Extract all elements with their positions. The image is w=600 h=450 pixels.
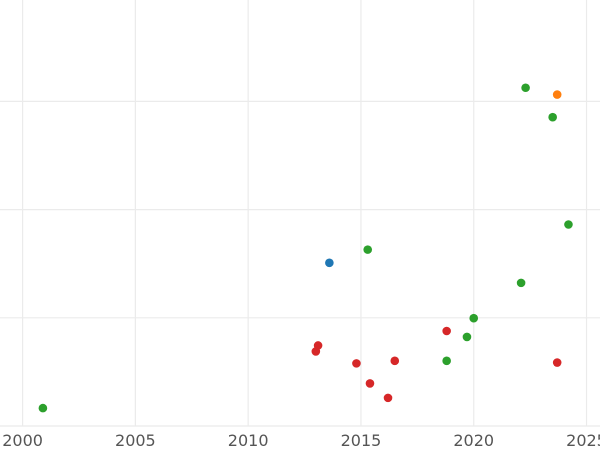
data-point-s1-3 [365, 379, 375, 388]
x-tick-label-2015: 2015 [341, 431, 382, 450]
data-point-s1-6 [442, 326, 451, 336]
data-point-s1-4 [383, 393, 393, 403]
data-point-s0-0 [38, 403, 48, 413]
data-point-s1-5 [390, 356, 400, 366]
data-point-s0-7 [548, 112, 557, 122]
data-point-s0-4 [469, 313, 479, 323]
data-point-s1-1 [313, 341, 323, 350]
data-point-s0-8 [564, 220, 573, 229]
data-point-s3-0 [552, 90, 562, 99]
x-tick-label-2025: 2025 [566, 431, 600, 450]
data-points [38, 83, 573, 413]
x-tick-label-2005: 2005 [115, 431, 156, 450]
x-tick-label-2000: 2000 [2, 431, 43, 450]
x-tick-labels: 2000 2005 2010 2015 2020 2025 [2, 431, 600, 450]
gridlines [0, 0, 600, 427]
data-point-s0-5 [516, 278, 526, 288]
data-point-s0-1 [363, 245, 373, 254]
data-point-s0-6 [521, 83, 530, 93]
data-point-s1-7 [552, 358, 562, 367]
x-tick-label-2010: 2010 [228, 431, 269, 450]
data-point-s0-2 [442, 356, 451, 366]
data-point-s0-3 [462, 332, 472, 342]
x-tick-label-2020: 2020 [453, 431, 494, 450]
data-point-s1-2 [352, 359, 361, 368]
data-point-s2-0 [325, 258, 334, 268]
